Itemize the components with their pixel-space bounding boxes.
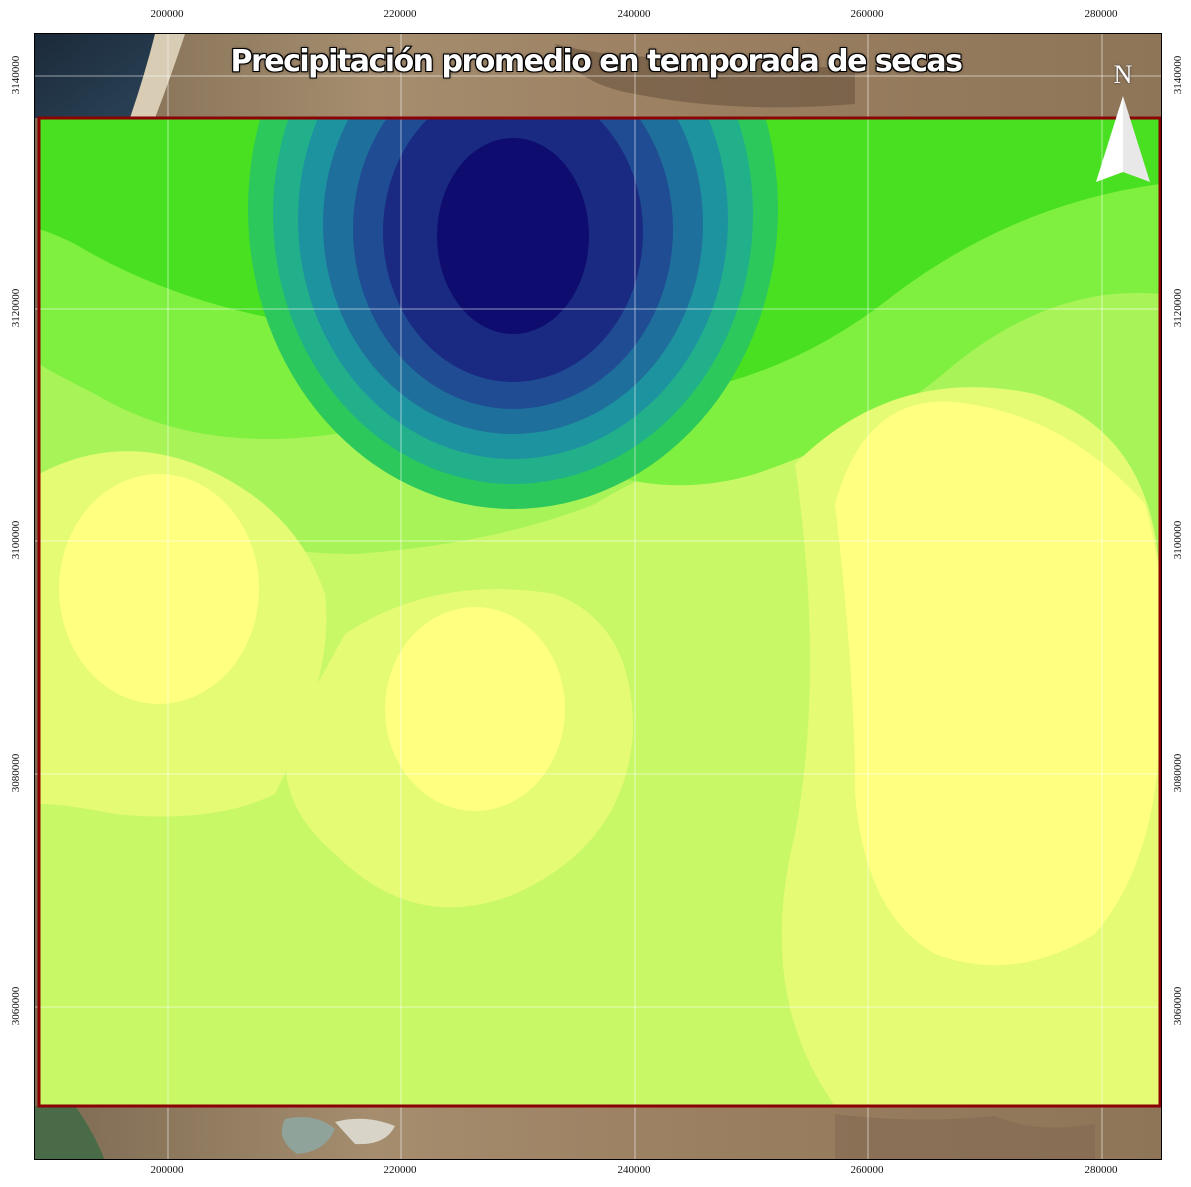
x-tick-top: 220000	[383, 8, 417, 20]
north-arrow: N	[1092, 60, 1154, 184]
y-tick-right: 3140000	[1172, 55, 1184, 95]
precipitation-surface	[39, 118, 1160, 1106]
map-title: Precipitación promedio en temporada de s…	[229, 43, 964, 80]
y-tick-left: 3060000	[10, 986, 22, 1026]
x-tick-top: 240000	[617, 8, 651, 20]
y-tick-left: 3120000	[10, 288, 22, 328]
x-tick-top: 280000	[1084, 8, 1118, 20]
x-tick-bottom: 260000	[850, 1164, 884, 1176]
y-tick-left: 3100000	[10, 520, 22, 560]
study-area-border	[37, 116, 1161, 1108]
y-tick-left: 3080000	[10, 753, 22, 793]
y-tick-right: 3120000	[1172, 288, 1184, 328]
y-tick-right: 3080000	[1172, 753, 1184, 793]
graticule	[35, 34, 1161, 1159]
north-label: N	[1113, 60, 1133, 89]
y-tick-right: 3060000	[1172, 986, 1184, 1026]
map-frame	[34, 33, 1162, 1160]
north-arrow-icon	[1096, 96, 1150, 182]
y-tick-left: 3140000	[10, 55, 22, 95]
x-tick-bottom: 200000	[150, 1164, 184, 1176]
y-tick-right: 3100000	[1172, 520, 1184, 560]
precipitation-map[interactable]	[35, 34, 1162, 1160]
x-tick-bottom: 280000	[1084, 1164, 1118, 1176]
x-tick-bottom: 220000	[383, 1164, 417, 1176]
x-tick-bottom: 240000	[617, 1164, 651, 1176]
x-tick-top: 260000	[850, 8, 884, 20]
x-tick-top: 200000	[150, 8, 184, 20]
